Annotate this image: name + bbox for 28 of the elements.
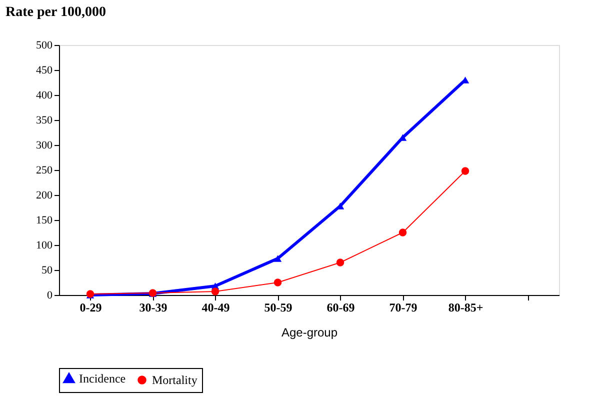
y-tick-label: 350 bbox=[36, 114, 53, 126]
y-tick-label: 500 bbox=[36, 40, 53, 52]
y-tick-label: 250 bbox=[36, 164, 53, 176]
point bbox=[336, 258, 344, 266]
y-tick-label: 400 bbox=[36, 90, 53, 102]
x-tick-label: 80-85+ bbox=[448, 300, 484, 314]
chart-title: Rate per 100,000 bbox=[6, 5, 106, 20]
y-tick-label: 450 bbox=[36, 64, 53, 76]
legend-label: Incidence bbox=[79, 371, 126, 386]
x-tick-label: 40-49 bbox=[202, 300, 230, 314]
point bbox=[274, 278, 282, 286]
y-tick-label: 200 bbox=[36, 190, 53, 202]
legend-label: Mortality bbox=[152, 373, 198, 387]
x-axis-title: Age-group bbox=[281, 326, 338, 340]
x-tick-label: 30-39 bbox=[139, 300, 168, 314]
y-tick-label: 150 bbox=[36, 214, 53, 226]
y-tick-label: 300 bbox=[36, 140, 53, 152]
x-tick-label: 0-29 bbox=[80, 300, 102, 314]
y-tick-label: 0 bbox=[47, 290, 53, 302]
point bbox=[461, 167, 470, 175]
point bbox=[274, 255, 282, 262]
y-tick-label: 100 bbox=[36, 240, 53, 252]
point bbox=[398, 228, 407, 236]
point bbox=[211, 288, 220, 296]
x-tick-label: 70-79 bbox=[389, 300, 418, 314]
y-tick-label: 50 bbox=[42, 264, 53, 276]
x-tick-label: 60-69 bbox=[326, 300, 355, 314]
x-tick-label: 50-59 bbox=[264, 300, 292, 314]
